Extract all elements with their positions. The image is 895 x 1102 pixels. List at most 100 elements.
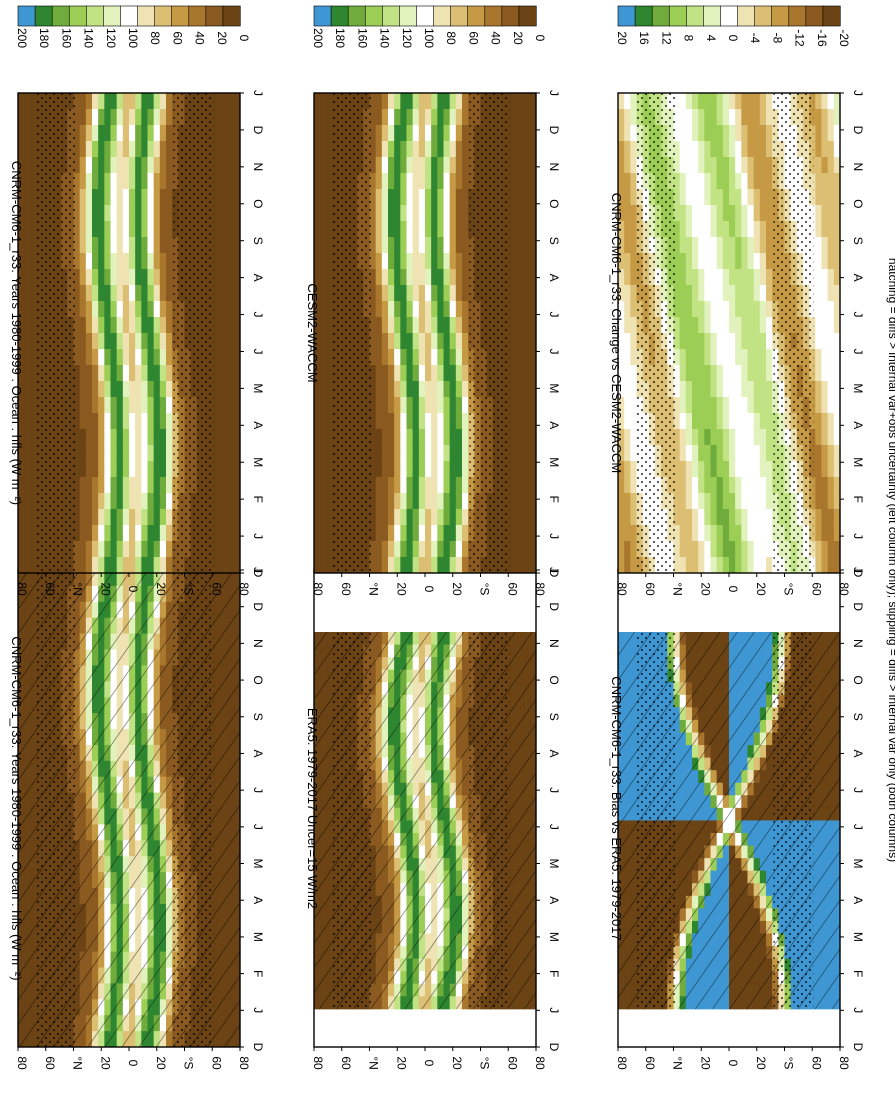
heatmap-cell (147, 93, 155, 110)
heatmap-cell (455, 381, 463, 398)
heatmap-cell (159, 461, 167, 478)
heatmap-cell (104, 397, 111, 414)
heatmap-cell (326, 541, 333, 558)
heatmap-cell (375, 109, 383, 126)
heatmap-cell (166, 221, 173, 238)
month-tick-label: M (251, 932, 265, 942)
heatmap-cell (412, 557, 420, 574)
heatmap-cell (215, 397, 222, 414)
heatmap-cell (18, 333, 25, 350)
heatmap-cell (215, 253, 222, 270)
heatmap-cell (381, 477, 389, 494)
heatmap-cell (141, 157, 148, 174)
heatmap-cell (92, 429, 99, 446)
heatmap-cell (511, 477, 518, 494)
heatmap-cell (412, 109, 420, 126)
heatmap-cell (381, 413, 389, 430)
heatmap-cell (24, 237, 31, 254)
heatmap-cell (24, 157, 31, 174)
heatmap-cell (153, 205, 161, 222)
heatmap-cell (122, 93, 130, 110)
heatmap-cell (122, 349, 130, 366)
heatmap-cell (73, 253, 81, 270)
heatmap-cell (394, 173, 401, 190)
heatmap-cell (141, 397, 148, 414)
heatmap-cell (24, 477, 31, 494)
heatmap-cell (116, 221, 124, 238)
heatmap-cell (122, 429, 130, 446)
heatmap-cell (141, 381, 148, 398)
heatmap-cell (443, 333, 451, 350)
heatmap-cell (92, 173, 99, 190)
lat-tick-label: 60 (43, 1056, 57, 1070)
heatmap-cell (166, 189, 173, 206)
heatmap-cell (233, 477, 241, 494)
heatmap-cell (24, 125, 31, 142)
heatmap-cell (147, 429, 155, 446)
heatmap-cell (233, 445, 241, 462)
heatmap-cell (153, 541, 161, 558)
heatmap-cell (73, 93, 81, 110)
heatmap-cell (431, 349, 438, 366)
heatmap-cell (24, 461, 31, 478)
heatmap-cell (437, 365, 444, 382)
heatmap-cell (425, 525, 432, 542)
heatmap-cell (523, 445, 531, 462)
heatmap-cell (18, 253, 25, 270)
heatmap-cell (110, 365, 118, 382)
heatmap-cell (406, 285, 414, 302)
heatmap-cell (73, 541, 81, 558)
heatmap-cell (400, 189, 407, 206)
heatmap-cell (92, 557, 99, 574)
heatmap-cell (443, 301, 451, 318)
heatmap-cell (431, 285, 438, 302)
heatmap-cell (381, 333, 389, 350)
heatmap-cell (523, 317, 531, 334)
heatmap-cell (227, 189, 235, 206)
lat-tick-label: 80 (533, 582, 547, 596)
heatmap-cell (425, 493, 432, 510)
heatmap-cell (233, 317, 241, 334)
heatmap-cell (79, 173, 87, 190)
heatmap-cell (227, 93, 235, 110)
heatmap-cell (462, 381, 469, 398)
heatmap-cell (227, 125, 235, 142)
heatmap-cell (141, 509, 148, 526)
heatmap-cell (129, 413, 136, 430)
heatmap-cell (326, 493, 333, 510)
heatmap-cell (147, 269, 155, 286)
heatmap-cell (369, 413, 377, 430)
heatmap-cell (529, 365, 537, 382)
heatmap-cell (135, 525, 142, 542)
heatmap-cell (166, 493, 173, 510)
heatmap-cell (462, 525, 469, 542)
heatmap-cell (221, 109, 229, 126)
heatmap-cell (425, 365, 432, 382)
heatmap-cell (394, 349, 401, 366)
heatmap-cell (227, 509, 235, 526)
heatmap-cell (227, 221, 235, 238)
heatmap-cell (320, 477, 327, 494)
heatmap-cell (135, 141, 142, 158)
stipple-overlay (469, 93, 510, 573)
heatmap-cell (135, 557, 142, 574)
heatmap-cell (369, 141, 377, 158)
month-tick-label: J (547, 1007, 561, 1013)
heatmap-cell (166, 541, 173, 558)
heatmap-cell (418, 205, 426, 222)
heatmap-cell (227, 461, 235, 478)
heatmap-cell (400, 141, 407, 158)
heatmap-cell (443, 189, 451, 206)
heatmap-cell (215, 557, 222, 574)
heatmap-cell (400, 285, 407, 302)
heatmap-cell (394, 429, 401, 446)
heatmap-cell (73, 397, 81, 414)
heatmap-cell (406, 381, 414, 398)
heatmap-cell (116, 237, 124, 254)
heatmap-cell (369, 93, 377, 110)
heatmap-cell (511, 541, 518, 558)
heatmap-cell (529, 349, 537, 366)
heatmap-cell (233, 221, 241, 238)
heatmap-cell (147, 349, 155, 366)
heatmap-cell (147, 461, 155, 478)
